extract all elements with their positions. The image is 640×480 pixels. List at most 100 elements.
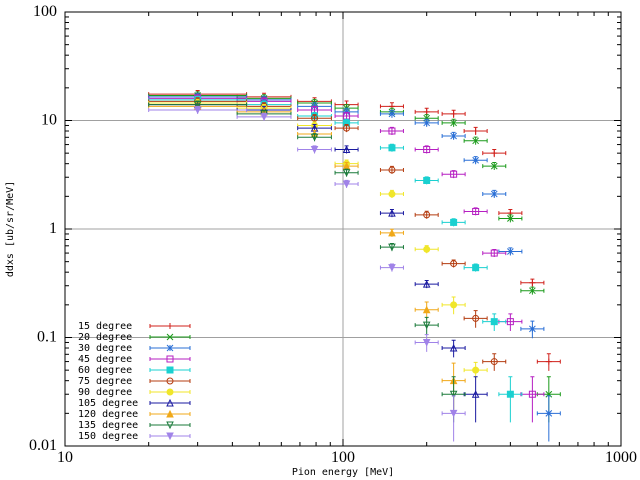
legend-label: 90 degree — [78, 387, 132, 398]
data-point — [506, 390, 514, 398]
legend-marker — [166, 432, 174, 441]
data-point — [388, 127, 396, 135]
legend-marker — [166, 409, 174, 418]
error-bar — [379, 243, 404, 252]
error-bar — [414, 280, 439, 289]
series-120-degree — [148, 102, 466, 409]
data-point — [342, 145, 351, 154]
data-point — [472, 156, 479, 164]
legend-label: 30 degree — [78, 343, 132, 354]
legend-label: 135 degree — [78, 420, 138, 431]
error-bar — [482, 248, 507, 257]
error-bar — [536, 395, 561, 442]
data-point — [450, 119, 457, 127]
error-bar — [334, 124, 359, 133]
legend-line — [149, 357, 191, 361]
axis-ticks: 10 100 1000 0.01 0.1 1 10 100 — [29, 3, 637, 466]
data-point — [388, 209, 396, 217]
data-point — [450, 260, 458, 268]
data-point — [545, 358, 552, 365]
data-point — [423, 176, 431, 184]
error-bar — [297, 133, 332, 142]
legend-marker — [166, 398, 174, 407]
error-bar — [463, 376, 488, 423]
error-bar — [463, 310, 488, 328]
y-tick-label: 100 — [33, 3, 57, 20]
legend-label: 60 degree — [78, 365, 132, 376]
data-point — [311, 114, 319, 122]
data-point — [423, 211, 431, 219]
data-point — [423, 114, 431, 122]
data-point — [472, 264, 480, 272]
x-tick-label: 1000 — [605, 449, 637, 466]
error-bar — [441, 376, 466, 423]
data-point — [388, 166, 396, 174]
legend-label: 20 degree — [78, 332, 132, 343]
error-bar — [482, 353, 507, 371]
error-bar — [441, 259, 466, 268]
legend-label: 105 degree — [78, 398, 138, 409]
legend-line — [149, 423, 191, 427]
data-point — [423, 245, 431, 253]
data-point — [449, 409, 458, 418]
data-point — [450, 301, 458, 309]
error-bar — [441, 170, 466, 179]
error-bar — [498, 313, 523, 331]
legend-marker — [166, 366, 174, 374]
data-point — [472, 137, 479, 145]
error-bar — [334, 145, 359, 154]
data-point — [193, 101, 202, 109]
legend-label: 150 degree — [78, 431, 138, 442]
y-tick-label: 10 — [41, 112, 57, 129]
data-point — [310, 146, 319, 154]
data-point — [422, 305, 431, 314]
data-point — [423, 119, 431, 127]
legend-marker — [166, 388, 174, 396]
data-point — [506, 318, 514, 326]
y-tick-label: 0.01 — [29, 437, 57, 454]
legend-marker — [166, 344, 174, 352]
series-45-degree — [148, 94, 545, 423]
error-bar — [441, 395, 466, 442]
data-point — [388, 228, 396, 237]
legend-label: 120 degree — [78, 409, 138, 420]
series-150-degree — [148, 105, 466, 442]
legend-line — [149, 401, 191, 405]
legend-label: 45 degree — [78, 354, 132, 365]
error-bar — [414, 145, 439, 154]
data-point — [449, 390, 458, 399]
data-point — [423, 146, 431, 154]
data-point — [528, 390, 536, 398]
legend-marker — [166, 355, 174, 363]
data-point — [388, 190, 396, 198]
data-point — [507, 215, 514, 222]
data-point — [422, 280, 431, 288]
series-30-degree — [148, 92, 561, 442]
legend-line — [149, 379, 191, 383]
data-point — [260, 113, 268, 121]
series-60-degree — [148, 95, 523, 423]
error-bar — [334, 111, 359, 120]
error-bar — [520, 376, 545, 423]
error-bar — [297, 124, 332, 133]
series-20-degree — [148, 91, 561, 423]
data-point — [450, 132, 457, 140]
data-point — [310, 133, 319, 142]
x-tick-label: 100 — [331, 449, 355, 466]
error-bar — [463, 207, 488, 216]
series-75-degree — [148, 97, 507, 371]
error-bar — [148, 100, 248, 109]
data-point — [343, 124, 351, 132]
error-bar — [379, 209, 404, 218]
data-point — [471, 390, 480, 398]
data-point — [388, 144, 396, 152]
data-point — [422, 338, 431, 347]
x-tick-label: 10 — [57, 449, 73, 466]
data-point — [388, 264, 396, 272]
error-bar — [379, 126, 404, 135]
data-point — [490, 162, 498, 170]
legend-marker — [167, 323, 173, 329]
data-point — [472, 128, 479, 135]
data-point — [490, 190, 498, 198]
